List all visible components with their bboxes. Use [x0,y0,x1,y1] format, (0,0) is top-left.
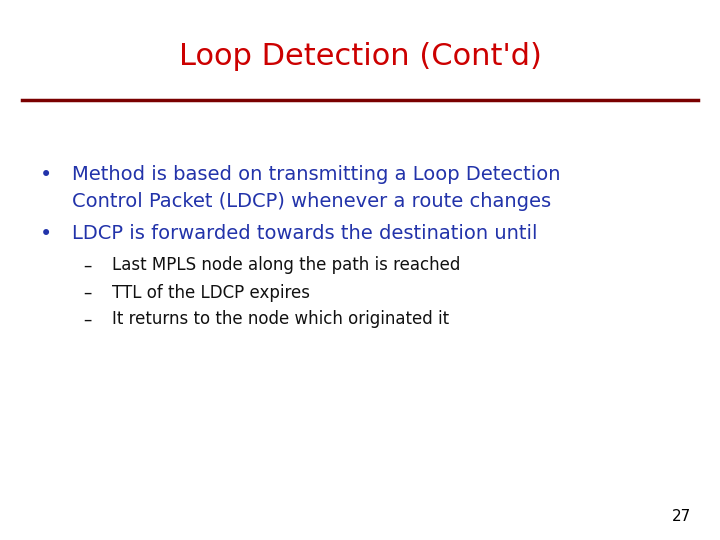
Text: Loop Detection (Cont'd): Loop Detection (Cont'd) [179,42,541,71]
Text: Last MPLS node along the path is reached: Last MPLS node along the path is reached [112,256,460,274]
Text: •: • [40,165,52,185]
Text: Control Packet (LDCP) whenever a route changes: Control Packet (LDCP) whenever a route c… [72,192,551,211]
Text: –: – [83,284,91,301]
Text: •: • [40,224,52,244]
Text: 27: 27 [672,509,691,524]
Text: TTL of the LDCP expires: TTL of the LDCP expires [112,284,310,301]
Text: LDCP is forwarded towards the destination until: LDCP is forwarded towards the destinatio… [72,224,538,243]
Text: –: – [83,310,91,328]
Text: Method is based on transmitting a Loop Detection: Method is based on transmitting a Loop D… [72,165,560,184]
Text: –: – [83,256,91,274]
Text: It returns to the node which originated it: It returns to the node which originated … [112,310,449,328]
